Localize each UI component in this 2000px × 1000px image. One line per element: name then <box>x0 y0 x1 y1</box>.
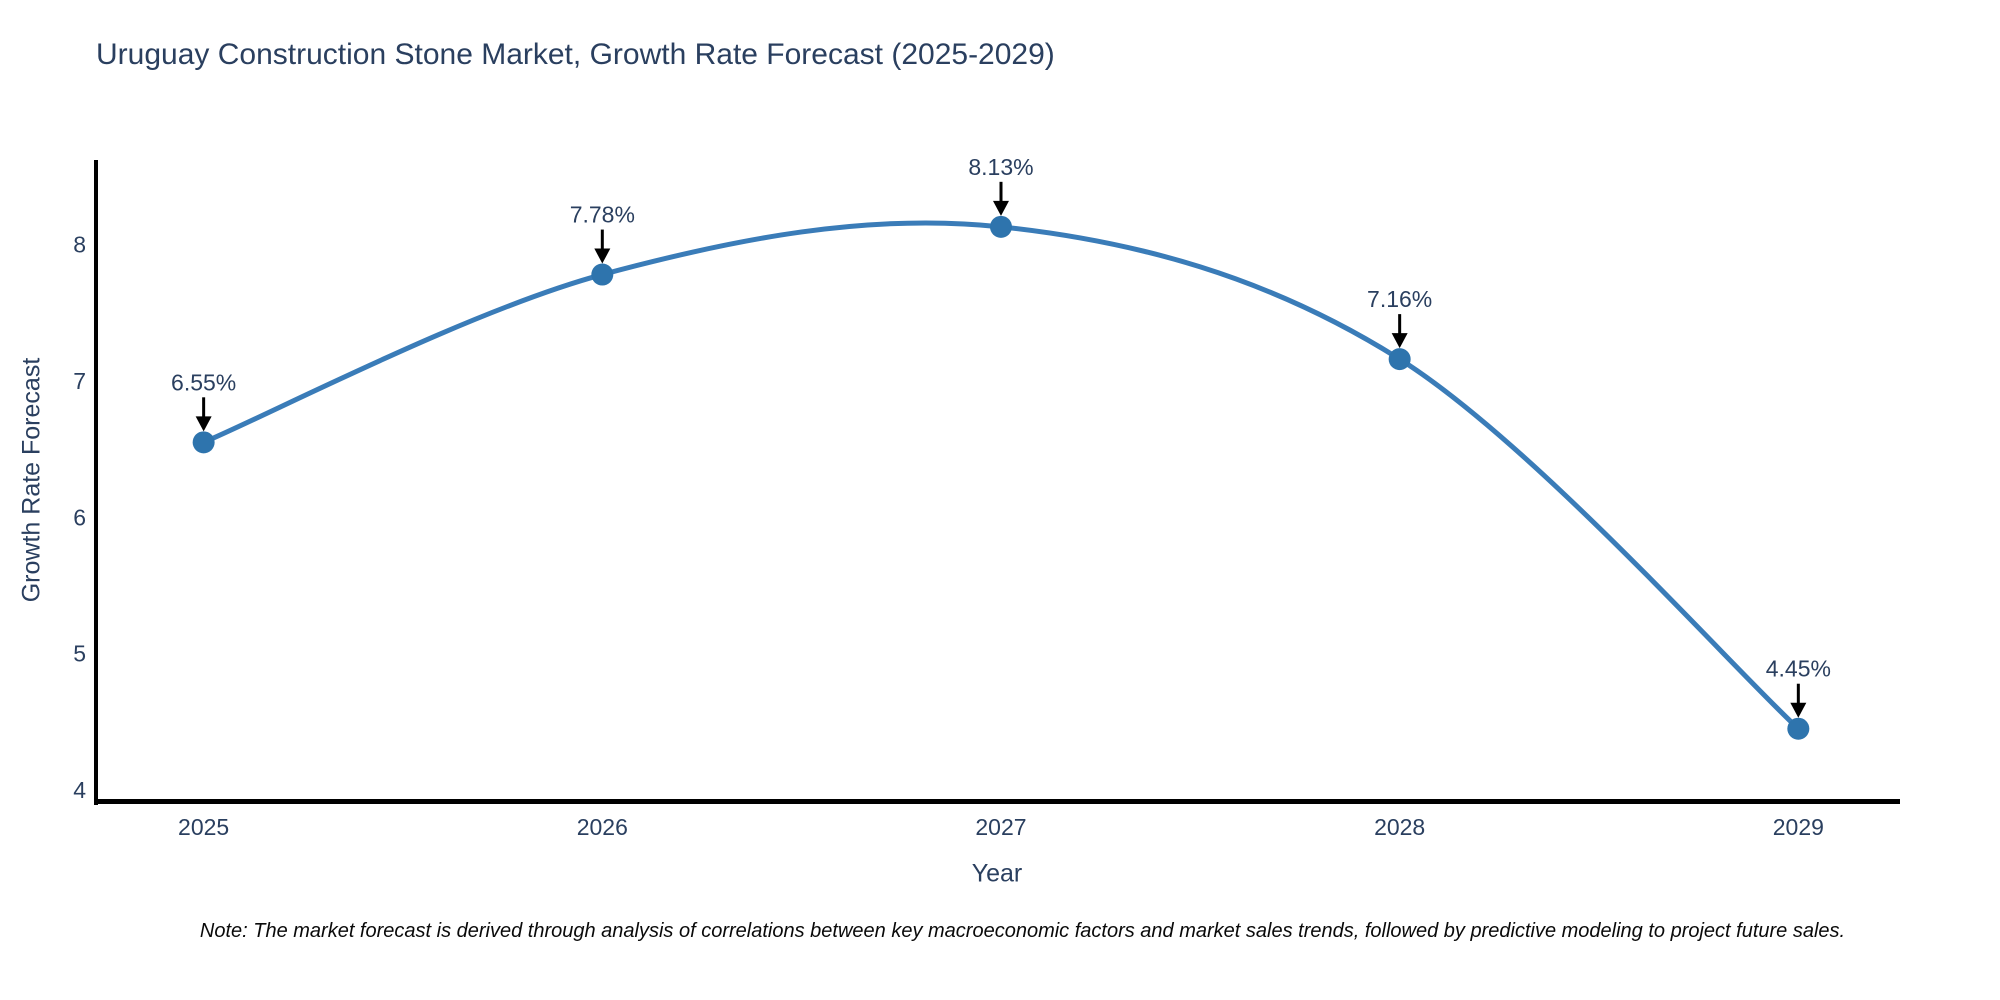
y-axis-spine <box>94 160 98 805</box>
x-axis-label: Year <box>971 859 1023 888</box>
x-tick-label: 2027 <box>975 814 1026 840</box>
data-point-marker <box>1388 348 1411 371</box>
x-tick-label: 2026 <box>577 814 628 840</box>
annotation-arrowhead <box>1391 333 1408 349</box>
annotation-label: 8.13% <box>968 154 1033 180</box>
y-tick-label: 5 <box>73 641 86 667</box>
y-tick-label: 6 <box>73 504 86 530</box>
annotation-arrowhead <box>1790 702 1807 718</box>
annotation-arrowhead <box>195 416 212 432</box>
annotation-label: 7.16% <box>1367 286 1432 312</box>
x-tick-label: 2025 <box>178 814 229 840</box>
data-point-marker <box>1787 717 1810 740</box>
data-point-marker <box>192 431 215 454</box>
annotation-label: 7.78% <box>570 202 635 228</box>
x-tick-label: 2029 <box>1773 814 1824 840</box>
y-tick-label: 8 <box>73 232 86 258</box>
annotation-label: 6.55% <box>171 369 236 395</box>
data-point-marker <box>989 215 1012 238</box>
chart-title: Uruguay Construction Stone Market, Growt… <box>96 38 1055 71</box>
y-tick-label: 4 <box>73 777 86 803</box>
x-axis-spine <box>94 799 1900 804</box>
data-point-marker <box>591 263 614 286</box>
footnote: Note: The market forecast is derived thr… <box>199 920 1846 942</box>
annotation-arrowhead <box>992 200 1009 216</box>
x-tick-label: 2028 <box>1374 814 1425 840</box>
annotation-label: 4.45% <box>1766 656 1831 682</box>
annotation-arrowhead <box>594 248 611 264</box>
series-line <box>201 220 1801 732</box>
y-tick-label: 7 <box>73 368 86 394</box>
